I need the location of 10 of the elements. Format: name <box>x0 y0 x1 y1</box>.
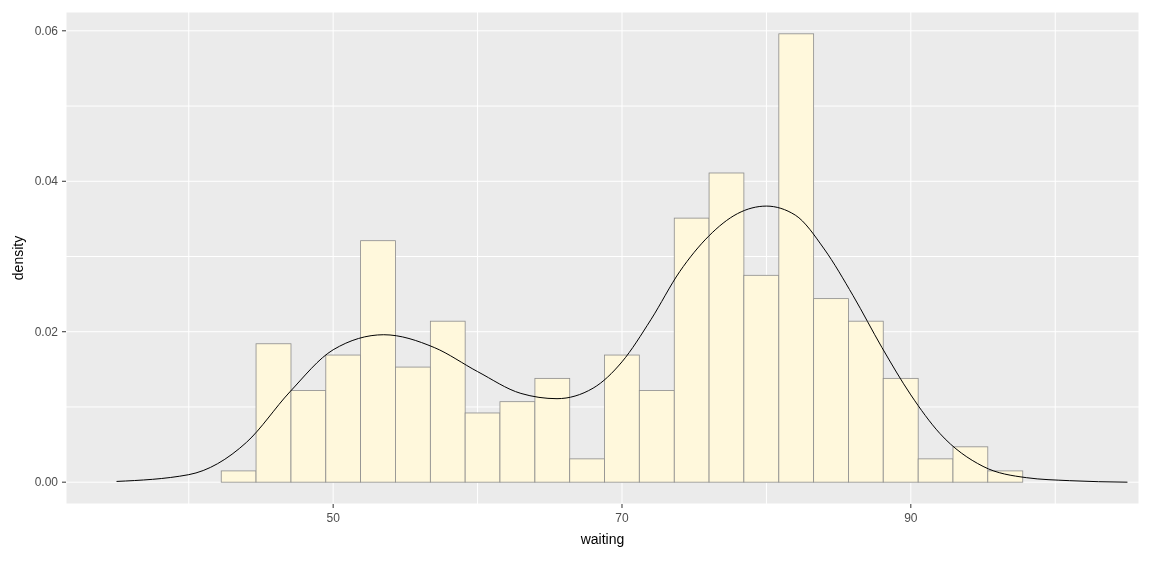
x-tick-label: 70 <box>615 511 629 525</box>
x-tick-label: 90 <box>904 511 918 525</box>
y-axis-title: density <box>9 235 26 281</box>
y-tick-label: 0.04 <box>34 174 59 189</box>
x-axis-title: waiting <box>579 531 625 547</box>
y-tick-label: 0.06 <box>34 23 59 38</box>
y-tick-label: 0.02 <box>34 324 59 339</box>
line-series <box>116 205 1128 483</box>
x-tick-label: 50 <box>326 511 341 525</box>
y-tick-label: 0.00 <box>34 475 59 490</box>
